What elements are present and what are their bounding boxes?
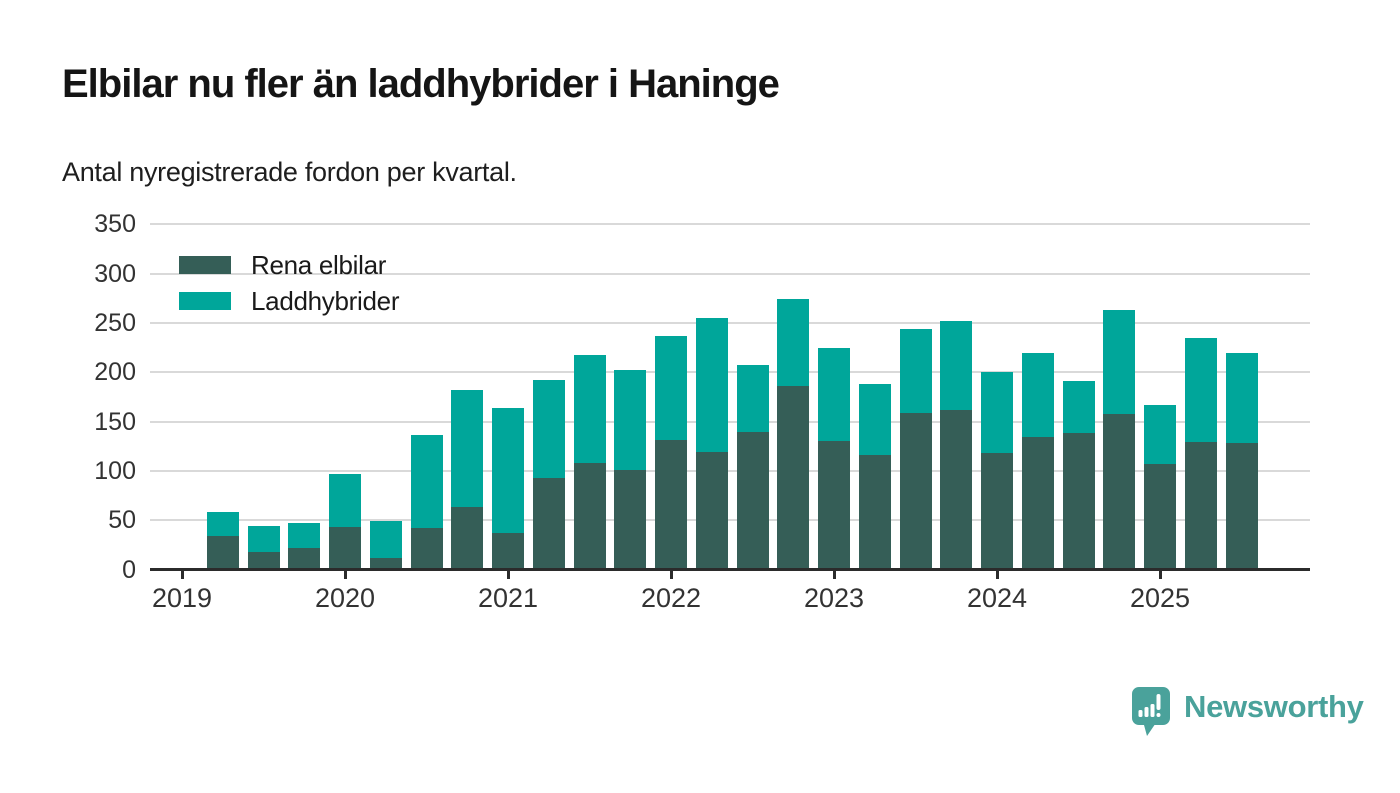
x-axis-tick: [180, 571, 184, 579]
y-axis-tick-label: 350: [94, 210, 136, 239]
bar-segment-laddhybrider: [1062, 381, 1095, 433]
bar-segment-laddhybrider: [777, 299, 810, 386]
bar-segment-rena-elbilar: [1225, 443, 1258, 568]
x-axis-tick-label: 2024: [966, 583, 1028, 613]
bar-segment-laddhybrider: [695, 318, 728, 452]
legend-swatch-laddhybrider: [179, 292, 231, 310]
chart-title: Elbilar nu fler än laddhybrider i Haning…: [62, 62, 780, 106]
x-axis-tick-label: 2022: [640, 583, 702, 613]
legend-label-rena-elbilar: Rena elbilar: [251, 250, 387, 280]
bar-segment-laddhybrider: [206, 512, 239, 536]
grid-line: [150, 469, 1310, 472]
bar-segment-rena-elbilar: [329, 527, 361, 568]
bar-segment-laddhybrider: [247, 526, 280, 552]
y-axis-tick-label: 200: [94, 358, 136, 387]
newsworthy-logo: Newsworthy: [1132, 687, 1364, 737]
grid-line: [150, 420, 1310, 423]
bar-segment-laddhybrider: [899, 329, 932, 413]
bar-segment-laddhybrider: [492, 408, 524, 533]
bar-segment-laddhybrider: [1103, 310, 1136, 414]
x-axis-tick: [1158, 571, 1162, 579]
grid-line: [150, 272, 1310, 275]
bar-segment-rena-elbilar: [410, 528, 443, 568]
newsworthy-speech-bubble-bar-chart-icon: [1132, 687, 1170, 736]
x-axis-tick: [669, 571, 673, 579]
bar-segment-laddhybrider: [1184, 338, 1217, 442]
y-axis-tick-label: 250: [94, 309, 136, 337]
x-axis-tick: [995, 571, 999, 579]
bar-segment-laddhybrider: [329, 474, 361, 527]
bar-segment-laddhybrider: [940, 321, 973, 410]
legend-label-laddhybrider: Laddhybrider: [251, 286, 400, 316]
bar-segment-laddhybrider: [1225, 353, 1258, 443]
bar-segment-rena-elbilar: [858, 455, 891, 568]
bar-segment-rena-elbilar: [1184, 442, 1217, 568]
y-axis-tick-label: 0: [122, 555, 136, 584]
bar-segment-rena-elbilar: [532, 478, 565, 568]
x-axis-tick-label: 2023: [803, 583, 865, 613]
bar-segment-rena-elbilar: [451, 507, 484, 568]
bar-segment-rena-elbilar: [614, 470, 647, 568]
bar-segment-rena-elbilar: [288, 548, 321, 568]
y-axis-tick-label: 300: [94, 259, 136, 288]
newsworthy-logo-text: Newsworthy: [1184, 689, 1364, 724]
grid-line: [150, 371, 1310, 374]
y-axis-tick-label: 150: [94, 407, 136, 436]
bar-segment-rena-elbilar: [940, 410, 973, 568]
grid-line: [150, 519, 1310, 522]
bar-segment-laddhybrider: [451, 390, 484, 507]
chart-subtitle: Antal nyregistrerade fordon per kvartal.: [62, 157, 517, 187]
bar-segment-laddhybrider: [818, 348, 850, 441]
grid-line: [150, 223, 1310, 226]
bar-segment-laddhybrider: [1144, 405, 1176, 464]
bar-segment-laddhybrider: [410, 435, 443, 528]
bar-segment-laddhybrider: [736, 365, 769, 432]
bar-segment-rena-elbilar: [736, 432, 769, 568]
bar-segment-rena-elbilar: [655, 440, 687, 568]
x-axis-tick: [343, 571, 347, 579]
bar-segment-rena-elbilar: [492, 533, 524, 568]
x-axis-tick: [506, 571, 510, 579]
bar-segment-laddhybrider: [655, 336, 687, 440]
bar-segment-laddhybrider: [369, 521, 402, 558]
legend-swatch-rena-elbilar: [179, 256, 231, 274]
y-axis-tick-label: 100: [94, 456, 136, 485]
bar-segment-rena-elbilar: [247, 552, 280, 568]
x-axis-tick-label: 2020: [314, 583, 376, 613]
bar-segment-laddhybrider: [981, 372, 1013, 453]
bar-segment-rena-elbilar: [369, 558, 402, 568]
bar-segment-rena-elbilar: [981, 453, 1013, 568]
x-axis-tick: [832, 571, 836, 579]
bar-segment-rena-elbilar: [206, 536, 239, 568]
grid-line: [150, 322, 1310, 324]
bar-segment-rena-elbilar: [818, 441, 850, 568]
bar-segment-laddhybrider: [858, 384, 891, 455]
x-axis-tick-label: 2019: [151, 583, 213, 613]
bar-segment-laddhybrider: [532, 380, 565, 478]
bar-segment-rena-elbilar: [777, 386, 810, 568]
x-axis-tick-label: 2025: [1129, 583, 1191, 613]
bar-segment-rena-elbilar: [1021, 437, 1054, 568]
bar-segment-rena-elbilar: [573, 463, 606, 568]
bar-segment-rena-elbilar: [1062, 433, 1095, 568]
bar-segment-rena-elbilar: [1144, 464, 1176, 568]
y-axis-tick-label: 50: [108, 506, 136, 535]
bar-segment-rena-elbilar: [899, 413, 932, 568]
bar-segment-laddhybrider: [573, 355, 606, 463]
x-axis-line: [150, 568, 1310, 571]
bar-segment-rena-elbilar: [695, 452, 728, 568]
x-axis-tick-label: 2021: [477, 583, 539, 613]
bar-segment-laddhybrider: [614, 370, 647, 470]
bar-segment-laddhybrider: [288, 523, 321, 548]
bar-segment-laddhybrider: [1021, 353, 1054, 437]
bar-segment-rena-elbilar: [1103, 414, 1136, 568]
